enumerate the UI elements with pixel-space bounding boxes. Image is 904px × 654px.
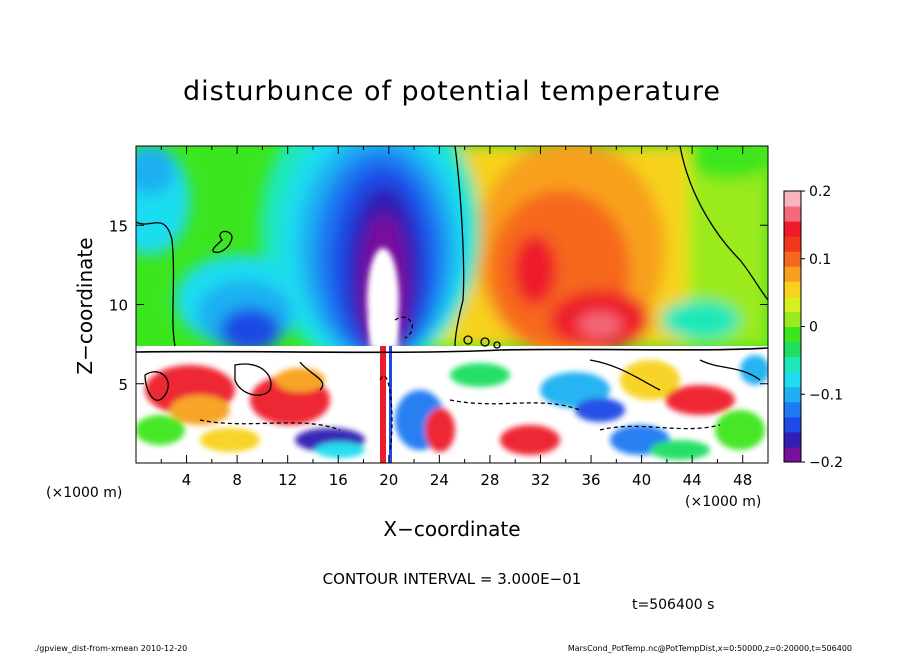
z-tick-label: 15 — [109, 217, 128, 235]
colorbar-swatch — [784, 251, 801, 267]
colorbar-tick-label: −0.2 — [809, 455, 843, 471]
colorbar-swatch — [784, 356, 801, 373]
x-tick-label: 40 — [632, 471, 651, 489]
x-axis-unit: (×1000 m) — [685, 494, 761, 510]
colorbar-swatch — [784, 401, 801, 418]
colorbar-swatch — [784, 206, 801, 222]
colorbar-swatch — [784, 236, 801, 252]
colorbar-tick-label: 0 — [809, 320, 818, 336]
colorbar-swatch — [784, 371, 801, 388]
contour-interval-text: CONTOUR INTERVAL = 3.000E−01 — [323, 570, 582, 588]
z-tick-label: 10 — [109, 297, 128, 315]
colorbar-swatch — [784, 311, 801, 327]
x-axis-tick-labels: 4 8 12 16 20 24 28 32 36 40 44 48 — [182, 471, 752, 489]
x-tick-label: 16 — [329, 471, 348, 489]
chart-title: disturbunce of potential temperature — [183, 76, 721, 107]
colorbar-swatch — [784, 326, 801, 343]
heatmap-field — [136, 146, 768, 463]
colorbar-swatch — [784, 296, 801, 312]
colorbar-tick-label: 0.1 — [809, 252, 831, 268]
contour-lines — [136, 146, 768, 451]
time-label: t=506400 s — [632, 597, 714, 613]
colorbar-tick-label: −0.1 — [809, 387, 843, 403]
x-axis-ticks — [160, 146, 744, 463]
colorbar-swatch — [784, 446, 801, 463]
colorbar-swatch — [784, 386, 801, 403]
x-tick-label: 12 — [278, 471, 297, 489]
colorbar-swatch — [784, 431, 801, 448]
colorbar-swatch — [784, 281, 801, 297]
colorbar-swatch — [784, 221, 801, 237]
colorbar-tick-label: 0.2 — [809, 184, 831, 200]
colorbar-swatch — [784, 191, 801, 207]
colorbar-swatch — [784, 416, 801, 433]
x-tick-label: 44 — [683, 471, 702, 489]
z-tick-label: 5 — [118, 376, 128, 394]
footer-right: MarsCond_PotTemp.nc@PotTempDist,x=0:5000… — [568, 644, 852, 653]
z-axis-ticks — [136, 224, 768, 385]
x-tick-label: 48 — [733, 471, 752, 489]
x-axis-label: X−coordinate — [383, 517, 520, 541]
footer-left: ./gpview_dist-from-xmean 2010-12-20 — [34, 644, 187, 653]
colorbar-swatch — [784, 341, 801, 358]
z-axis-tick-labels: 5 10 15 — [109, 217, 128, 394]
colorbar-swatch — [784, 266, 801, 282]
colorbar-tick-labels: 0.2 0.1 0 −0.1 −0.2 — [801, 184, 843, 471]
z-axis-label: Z−coordinate — [73, 237, 97, 374]
colorbar — [784, 191, 801, 463]
x-tick-label: 32 — [531, 471, 550, 489]
x-tick-label: 24 — [430, 471, 449, 489]
x-tick-label: 20 — [379, 471, 398, 489]
z-axis-unit: (×1000 m) — [46, 485, 122, 501]
x-tick-label: 8 — [232, 471, 242, 489]
x-tick-label: 36 — [581, 471, 600, 489]
x-tick-label: 4 — [182, 471, 192, 489]
x-tick-label: 28 — [480, 471, 499, 489]
